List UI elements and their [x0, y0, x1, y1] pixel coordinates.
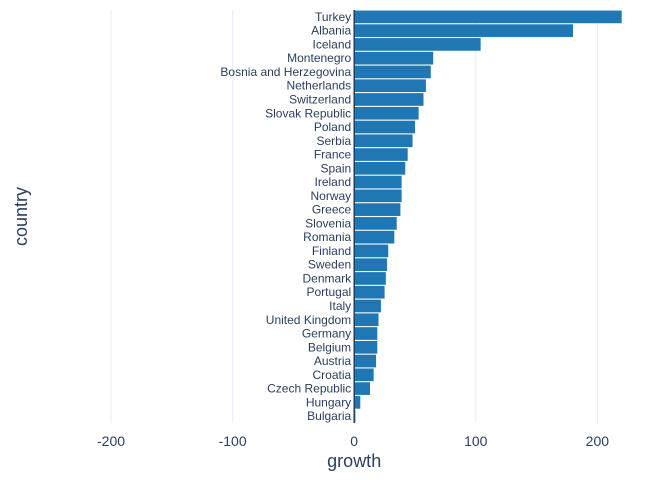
x-tick-label: 0 [350, 433, 358, 449]
bars [354, 10, 622, 423]
category-label: Montenegro [287, 51, 351, 65]
category-label: Germany [302, 327, 351, 341]
bar [354, 93, 424, 106]
bar [354, 120, 415, 134]
bar [354, 313, 379, 327]
bar [354, 134, 413, 148]
bar [354, 38, 481, 51]
x-tick-label: 200 [586, 433, 610, 449]
x-tick-label: -100 [219, 433, 247, 449]
bar [354, 51, 434, 65]
x-axis-title: growth [327, 451, 381, 471]
category-label: Spain [320, 161, 351, 175]
bar [354, 244, 389, 258]
category-label: Turkey [315, 10, 351, 24]
bar [354, 189, 402, 203]
x-tick-labels: -200 -100 0 100 200 [97, 433, 609, 449]
y-axis-title: country [11, 187, 31, 246]
bar [354, 258, 388, 272]
bar [354, 79, 426, 93]
category-label: Italy [329, 299, 351, 313]
bar [354, 327, 378, 340]
category-label: Finland [312, 244, 351, 258]
bar [354, 299, 381, 313]
category-label: Romania [303, 230, 351, 244]
category-label: Slovak Republic [265, 106, 351, 120]
category-label: Norway [311, 189, 352, 203]
bar [354, 10, 622, 24]
bar [354, 148, 408, 161]
bar [354, 161, 406, 175]
bar [354, 24, 574, 37]
category-label: Albania [311, 24, 351, 38]
category-label: Croatia [313, 368, 352, 382]
bar [354, 382, 371, 395]
bar [354, 354, 377, 368]
category-label: Serbia [317, 134, 352, 148]
bar [354, 203, 401, 216]
category-label: Switzerland [289, 92, 351, 106]
category-label: Greece [312, 203, 352, 217]
category-label: Denmark [303, 271, 353, 285]
category-label: Bosnia and Herzegovina [220, 65, 351, 79]
category-label: Netherlands [286, 79, 351, 93]
bar [354, 217, 397, 230]
bar [354, 340, 378, 354]
bar [354, 106, 419, 120]
category-label: Austria [314, 354, 352, 368]
category-label: Iceland [312, 37, 351, 51]
bar [354, 396, 361, 409]
x-tick-label: -200 [97, 433, 125, 449]
x-tick-label: 100 [464, 433, 488, 449]
category-label: Sweden [308, 258, 351, 272]
bar [354, 285, 385, 299]
category-label: Czech Republic [267, 382, 351, 396]
category-label: United Kingdom [266, 313, 351, 327]
bar [354, 230, 395, 244]
bar [354, 175, 402, 189]
bar [354, 272, 386, 285]
bar [354, 368, 374, 382]
category-label: Hungary [306, 395, 351, 409]
gridlines [110, 10, 598, 423]
category-label: Ireland [314, 175, 351, 189]
category-label: Poland [314, 120, 351, 134]
category-label: France [314, 148, 352, 162]
category-label: Slovenia [305, 216, 351, 230]
category-label: Bulgaria [307, 409, 351, 423]
bar [354, 65, 431, 79]
category-label: Portugal [306, 285, 351, 299]
category-label: Belgium [308, 340, 351, 354]
